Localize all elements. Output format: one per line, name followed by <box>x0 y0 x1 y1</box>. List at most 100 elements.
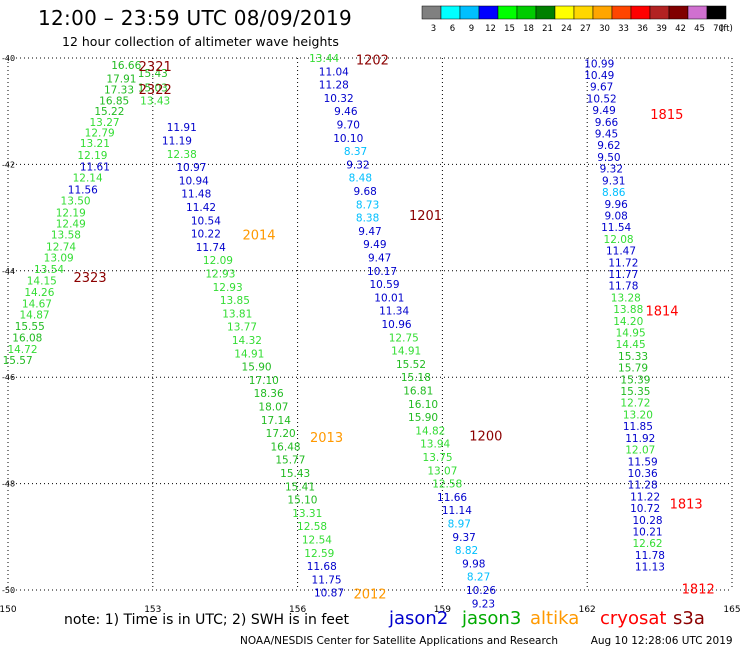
swh-label: 13.81 <box>222 308 252 320</box>
swh-label: 15.79 <box>618 363 648 375</box>
swh-label: 12.07 <box>625 445 655 457</box>
swh-label: 11.34 <box>379 306 409 318</box>
scale-label-36: 36 <box>637 24 648 34</box>
time-label-2012: 2012 <box>353 588 386 603</box>
x-tick-label: 156 <box>289 605 306 615</box>
swh-label: 8.37 <box>344 146 367 158</box>
swh-label: 18.07 <box>258 401 288 413</box>
swh-label: 10.97 <box>176 162 206 174</box>
footer-agency: NOAA/NESDIS Center for Satellite Applica… <box>240 635 558 647</box>
scale-label-9: 9 <box>469 24 474 34</box>
swh-label: 13.54 <box>34 264 64 276</box>
scale-label-27: 27 <box>580 24 591 34</box>
swh-label: 13.21 <box>80 138 110 150</box>
swh-label: 10.17 <box>367 266 397 278</box>
swh-label: 15.55 <box>15 321 45 333</box>
swh-label: 9.96 <box>604 199 628 211</box>
y-tick-label: -42 <box>2 160 15 169</box>
swh-label: 11.48 <box>181 189 211 201</box>
swh-label: 8.48 <box>349 173 372 185</box>
swh-label: 10.96 <box>382 319 412 331</box>
scale-label-21: 21 <box>542 24 553 34</box>
swh-label: 14.87 <box>20 309 50 321</box>
swh-label: 10.94 <box>179 175 209 187</box>
x-tick-label: 165 <box>723 605 740 615</box>
scale-label-15: 15 <box>504 24 515 34</box>
scale-swatch-18 <box>516 5 537 20</box>
swh-label: 12.14 <box>73 173 103 185</box>
swh-label: 13.28 <box>611 292 641 304</box>
swh-label: 12.72 <box>620 398 650 410</box>
swh-label: 17.91 <box>106 74 136 86</box>
swh-label: 8.38 <box>356 213 379 225</box>
time-label-2323: 2323 <box>74 271 107 286</box>
swh-label: 9.08 <box>604 210 627 222</box>
legend-cryosat: cryosat <box>600 608 667 629</box>
y-tick-label: -46 <box>2 373 15 382</box>
swh-label: 8.27 <box>467 572 490 584</box>
swh-label: 10.32 <box>324 93 354 105</box>
scale-swatch-33 <box>611 5 632 20</box>
swh-label: 10.49 <box>584 70 614 82</box>
swh-label: 15.33 <box>618 351 648 363</box>
scale-swatch-24 <box>554 5 575 20</box>
swh-label: 8.82 <box>455 545 478 557</box>
swh-label: 14.82 <box>415 425 445 437</box>
scale-label-6: 6 <box>450 24 455 34</box>
swh-label: 15.35 <box>620 386 650 398</box>
scale-label-39: 39 <box>656 24 667 34</box>
swh-label: 11.74 <box>196 242 226 254</box>
legend-altika: altika <box>530 608 580 629</box>
swh-label: 13.31 <box>292 508 322 520</box>
swh-label: 13.44 <box>309 53 339 65</box>
swh-label: 10.21 <box>633 526 663 538</box>
swh-label: 14.20 <box>613 316 643 328</box>
scale-unit: (ft) <box>720 24 733 34</box>
swh-label: 11.91 <box>167 122 197 134</box>
swh-label: 15.52 <box>396 359 426 371</box>
scale-label-30: 30 <box>599 24 610 34</box>
swh-label: 10.36 <box>628 468 658 480</box>
note-text: note: 1) Time is in UTC; 2) SWH is in fe… <box>64 612 350 628</box>
swh-label: 14.26 <box>24 287 54 299</box>
swh-label: 11.61 <box>80 162 110 174</box>
y-tick-label: -50 <box>2 586 15 595</box>
swh-label: 11.56 <box>68 184 98 196</box>
swh-label: 13.43 <box>140 96 170 108</box>
swh-label: 18.36 <box>254 388 284 400</box>
footer-credit: NOAA/NESDIS Center for Satellite Applica… <box>240 635 733 647</box>
scale-swatch-70 <box>706 5 727 20</box>
swh-label: 11.77 <box>608 269 638 281</box>
swh-label: 9.32 <box>346 159 369 171</box>
swh-label: 16.10 <box>408 399 438 411</box>
swh-label: 12.79 <box>85 127 115 139</box>
swh-label: 11.04 <box>319 66 349 78</box>
swh-label: 10.26 <box>466 585 496 597</box>
x-tick-label: 153 <box>144 605 161 615</box>
swh-label: 9.50 <box>597 152 620 164</box>
swh-label: 15.41 <box>285 481 315 493</box>
swh-label: 11.28 <box>319 80 349 92</box>
swh-label: 15.90 <box>242 362 272 374</box>
time-label-1814: 1814 <box>645 305 678 320</box>
swh-label: 12.75 <box>389 332 419 344</box>
swh-label: 15.90 <box>408 412 438 424</box>
scale-swatch-12 <box>478 5 499 20</box>
legend-jason2: jason2 <box>389 608 449 629</box>
swh-label: 9.31 <box>602 175 625 187</box>
swh-label: 9.23 <box>472 598 495 610</box>
swh-label: 11.22 <box>630 491 660 503</box>
scale-label-18: 18 <box>523 24 534 34</box>
y-tick-label: -40 <box>2 54 15 63</box>
swh-label: 11.13 <box>635 562 665 574</box>
swh-label: 15.03 <box>138 82 168 94</box>
swh-label: 13.94 <box>420 439 450 451</box>
scale-swatch-42 <box>668 5 689 20</box>
swh-label: 13.58 <box>51 230 81 242</box>
scale-label-33: 33 <box>618 24 629 34</box>
swh-label: 13.85 <box>220 295 250 307</box>
swh-label: 11.47 <box>606 246 636 258</box>
swh-label: 16.81 <box>403 386 433 398</box>
